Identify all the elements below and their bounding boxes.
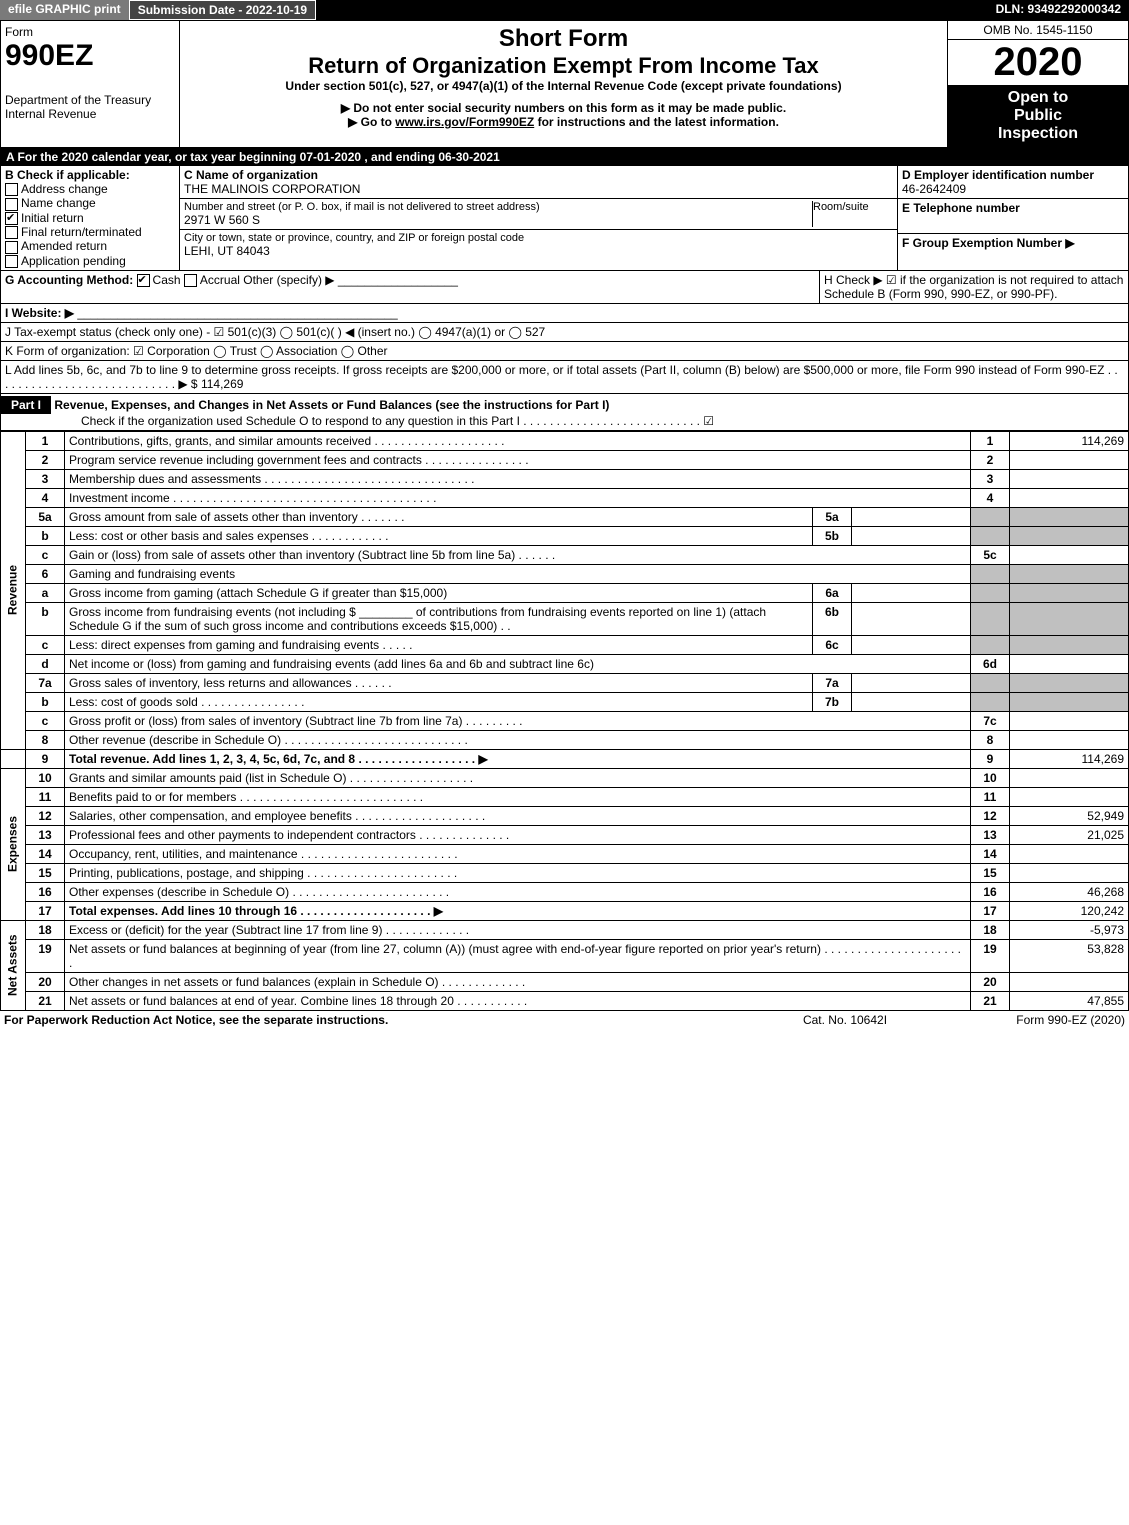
footer-left: For Paperwork Reduction Act Notice, see … bbox=[4, 1013, 745, 1027]
netassets-label: Net Assets bbox=[1, 920, 26, 1010]
part1-sub: Check if the organization used Schedule … bbox=[1, 414, 714, 428]
box-j: J Tax-exempt status (check only one) - ☑… bbox=[1, 323, 1128, 341]
dept-label: Department of the Treasury bbox=[5, 93, 175, 107]
period-line-a: A For the 2020 calendar year, or tax yea… bbox=[0, 148, 1129, 166]
box-k: K Form of organization: ☑ Corporation ◯ … bbox=[1, 342, 1128, 360]
footer-right: Form 990-EZ (2020) bbox=[945, 1013, 1125, 1027]
identity-block: B Check if applicable: Address change Na… bbox=[0, 166, 1129, 271]
box-i-label: I Website: ▶ bbox=[5, 306, 74, 320]
part1-header: Part I Revenue, Expenses, and Changes in… bbox=[0, 394, 1129, 431]
line-17: 17Total expenses. Add lines 10 through 1… bbox=[1, 901, 1129, 920]
row-l: L Add lines 5b, 6c, and 7b to line 9 to … bbox=[0, 361, 1129, 394]
efile-label: efile GRAPHIC print bbox=[0, 0, 129, 20]
line-6: 6Gaming and fundraising events bbox=[1, 564, 1129, 583]
form-title-main: Return of Organization Exempt From Incom… bbox=[184, 53, 943, 79]
line-7c: cGross profit or (loss) from sales of in… bbox=[1, 711, 1129, 730]
row-i: I Website: ▶ ___________________________… bbox=[0, 304, 1129, 323]
line-13: 13Professional fees and other payments t… bbox=[1, 825, 1129, 844]
box-l: L Add lines 5b, 6c, and 7b to line 9 to … bbox=[1, 361, 1128, 393]
expenses-label: Expenses bbox=[1, 768, 26, 920]
line-8: 8Other revenue (describe in Schedule O) … bbox=[1, 730, 1129, 749]
line-6c: cLess: direct expenses from gaming and f… bbox=[1, 635, 1129, 654]
line-6a: aGross income from gaming (attach Schedu… bbox=[1, 583, 1129, 602]
chk-final[interactable]: Final return/terminated bbox=[5, 225, 175, 239]
line-7b: bLess: cost of goods sold . . . . . . . … bbox=[1, 692, 1129, 711]
ein-value: 46-2642409 bbox=[902, 182, 1124, 196]
line-6d: dNet income or (loss) from gaming and fu… bbox=[1, 654, 1129, 673]
line-5a: 5aGross amount from sale of assets other… bbox=[1, 507, 1129, 526]
line-2: 2Program service revenue including gover… bbox=[1, 450, 1129, 469]
box-b: B Check if applicable: Address change Na… bbox=[1, 166, 180, 270]
line-21: 21Net assets or fund balances at end of … bbox=[1, 991, 1129, 1010]
line-10: Expenses 10Grants and similar amounts pa… bbox=[1, 768, 1129, 787]
box-c: C Name of organization THE MALINOIS CORP… bbox=[180, 166, 898, 270]
form-word: Form bbox=[5, 25, 175, 39]
chk-amended[interactable]: Amended return bbox=[5, 239, 175, 253]
line-4: 4Investment income . . . . . . . . . . .… bbox=[1, 488, 1129, 507]
line-5c: cGain or (loss) from sale of assets othe… bbox=[1, 545, 1129, 564]
line-12: 12Salaries, other compensation, and empl… bbox=[1, 806, 1129, 825]
box-def: D Employer identification number 46-2642… bbox=[898, 166, 1128, 270]
box-f-label: F Group Exemption Number ▶ bbox=[902, 236, 1124, 250]
org-name: THE MALINOIS CORPORATION bbox=[184, 182, 893, 196]
line-9: 9Total revenue. Add lines 1, 2, 3, 4, 5c… bbox=[1, 749, 1129, 768]
footer-center: Cat. No. 10642I bbox=[745, 1013, 945, 1027]
line-1: Revenue 1 Contributions, gifts, grants, … bbox=[1, 431, 1129, 450]
city-label: City or town, state or province, country… bbox=[184, 232, 893, 244]
form-number: 990EZ bbox=[5, 39, 175, 73]
page-footer: For Paperwork Reduction Act Notice, see … bbox=[0, 1011, 1129, 1029]
row-gh: G Accounting Method: Cash Accrual Other … bbox=[0, 271, 1129, 304]
lines-table: Revenue 1 Contributions, gifts, grants, … bbox=[0, 431, 1129, 1011]
form-subtitle: Under section 501(c), 527, or 4947(a)(1)… bbox=[184, 79, 943, 93]
tax-year: 2020 bbox=[948, 40, 1128, 85]
part1-tab: Part I bbox=[1, 396, 51, 414]
line-19: 19Net assets or fund balances at beginni… bbox=[1, 939, 1129, 972]
box-e-label: E Telephone number bbox=[902, 201, 1124, 215]
line-14: 14Occupancy, rent, utilities, and mainte… bbox=[1, 844, 1129, 863]
line-16: 16Other expenses (describe in Schedule O… bbox=[1, 882, 1129, 901]
line-18: Net Assets 18Excess or (deficit) for the… bbox=[1, 920, 1129, 939]
row-k: K Form of organization: ☑ Corporation ◯ … bbox=[0, 342, 1129, 361]
irs-label: Internal Revenue bbox=[5, 107, 175, 121]
chk-initial[interactable]: Initial return bbox=[5, 211, 175, 225]
dln-label: DLN: 93492292000342 bbox=[988, 0, 1129, 20]
revenue-label: Revenue bbox=[1, 431, 26, 749]
form-header: Form 990EZ Department of the Treasury In… bbox=[0, 20, 1129, 148]
line-6b: bGross income from fundraising events (n… bbox=[1, 602, 1129, 635]
chk-address[interactable]: Address change bbox=[5, 182, 175, 196]
street-label: Number and street (or P. O. box, if mail… bbox=[184, 201, 812, 213]
submission-date: Submission Date - 2022-10-19 bbox=[129, 0, 316, 20]
row-j: J Tax-exempt status (check only one) - ☑… bbox=[0, 323, 1129, 342]
city-value: LEHI, UT 84043 bbox=[184, 244, 893, 258]
line-11: 11Benefits paid to or for members . . . … bbox=[1, 787, 1129, 806]
inspection-box: Open to Public Inspection bbox=[948, 85, 1128, 147]
omb-number: OMB No. 1545-1150 bbox=[948, 21, 1128, 40]
line-7a: 7aGross sales of inventory, less returns… bbox=[1, 673, 1129, 692]
box-c-label: C Name of organization bbox=[184, 168, 893, 182]
line-3: 3Membership dues and assessments . . . .… bbox=[1, 469, 1129, 488]
top-bar: efile GRAPHIC print Submission Date - 20… bbox=[0, 0, 1129, 20]
street-value: 2971 W 560 S bbox=[184, 213, 812, 227]
box-b-label: B Check if applicable: bbox=[5, 168, 175, 182]
notice-url[interactable]: ▶ Go to www.irs.gov/Form990EZ for instru… bbox=[184, 115, 943, 129]
chk-name[interactable]: Name change bbox=[5, 196, 175, 210]
line-5b: bLess: cost or other basis and sales exp… bbox=[1, 526, 1129, 545]
chk-pending[interactable]: Application pending bbox=[5, 254, 175, 268]
notice-ssn: ▶ Do not enter social security numbers o… bbox=[184, 101, 943, 115]
chk-accrual[interactable] bbox=[184, 274, 197, 287]
line-15: 15Printing, publications, postage, and s… bbox=[1, 863, 1129, 882]
part1-heading: Revenue, Expenses, and Changes in Net As… bbox=[54, 398, 609, 412]
box-d-label: D Employer identification number bbox=[902, 168, 1124, 182]
form-title-short: Short Form bbox=[184, 25, 943, 53]
box-h: H Check ▶ ☑ if the organization is not r… bbox=[819, 271, 1128, 303]
box-g: G Accounting Method: Cash Accrual Other … bbox=[1, 271, 819, 303]
chk-cash[interactable] bbox=[137, 274, 150, 287]
room-label: Room/suite bbox=[812, 201, 893, 227]
line-20: 20Other changes in net assets or fund ba… bbox=[1, 972, 1129, 991]
